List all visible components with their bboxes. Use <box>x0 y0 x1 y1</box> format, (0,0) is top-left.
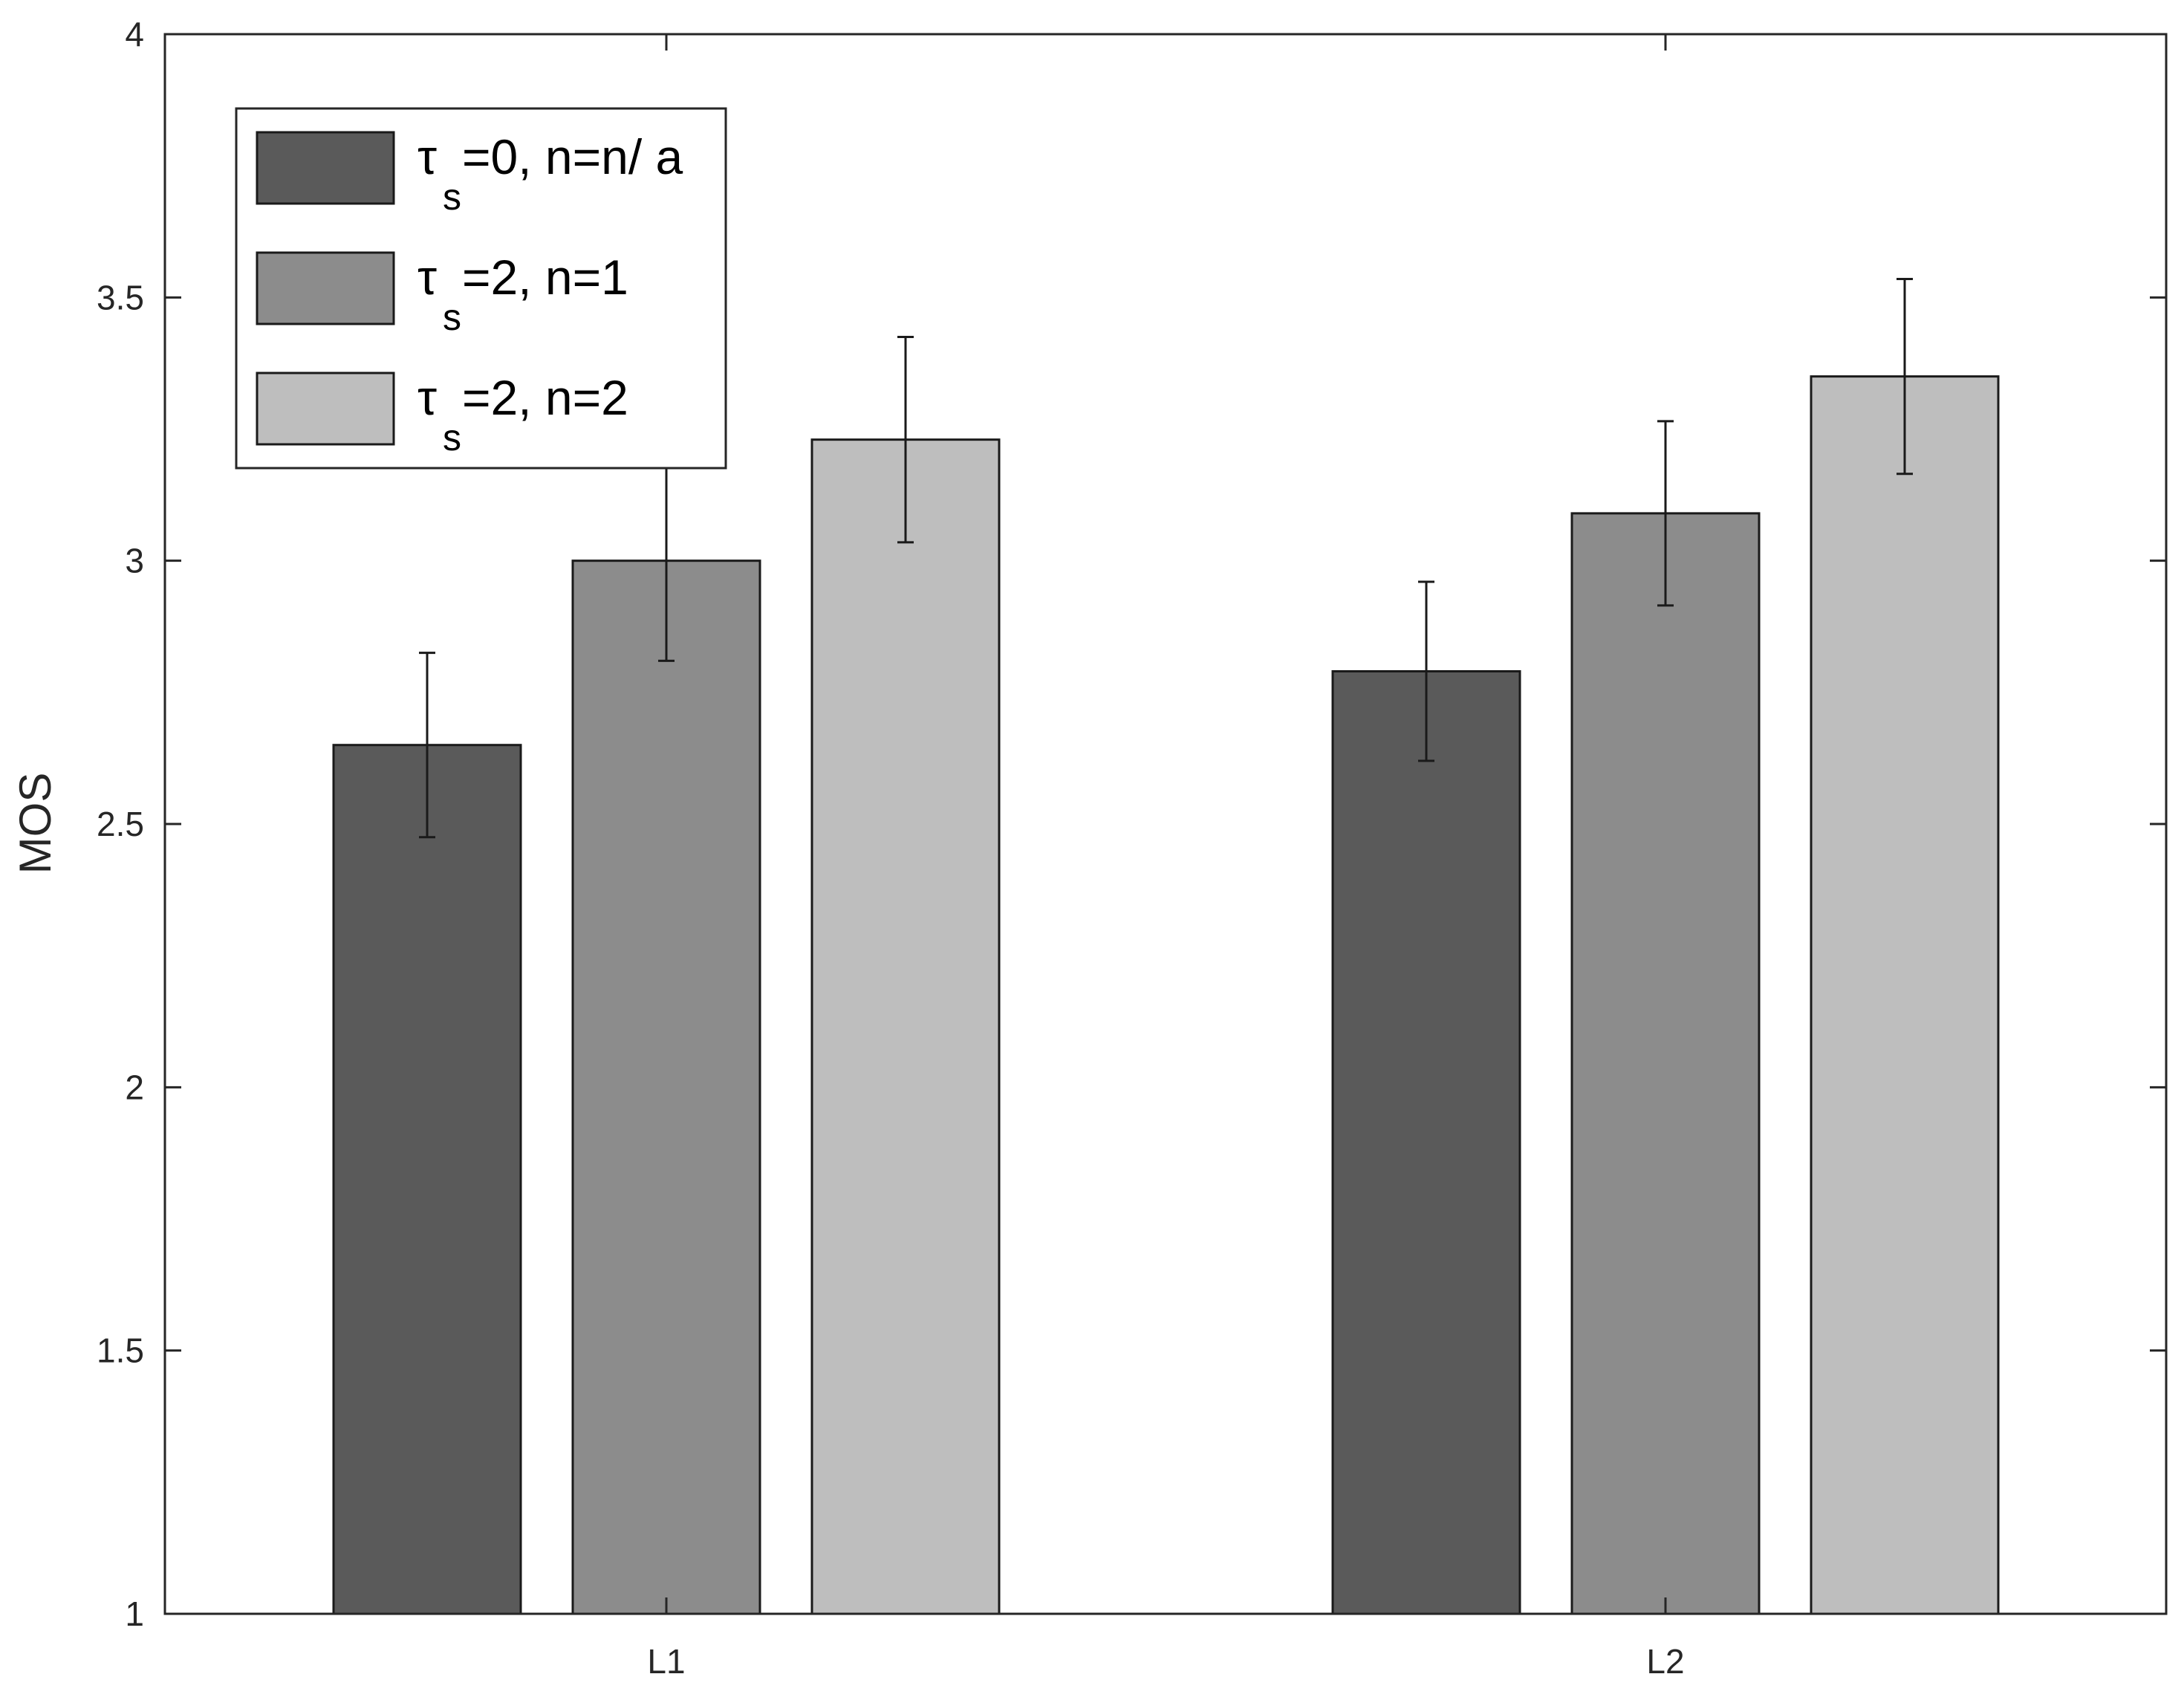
ticks-layer: 1 1.5 2 2.5 3 3.5 4 L1 L2 <box>97 15 2166 1681</box>
legend-subscript: s <box>443 417 461 458</box>
y-axis-title: MOS <box>10 773 60 875</box>
x-tick-label: L1 <box>647 1642 685 1681</box>
y-tick-label: 3 <box>125 542 144 580</box>
bar <box>1810 375 2000 1615</box>
bar <box>810 438 1001 1615</box>
y-tick-label: 3.5 <box>97 278 144 317</box>
bar <box>571 559 761 1615</box>
error-bar <box>1418 580 1434 762</box>
error-bar <box>1657 420 1674 607</box>
error-bar <box>897 335 914 544</box>
error-bar <box>419 652 435 839</box>
y-tick-label: 1 <box>125 1594 144 1633</box>
legend-subscript: s <box>443 296 461 338</box>
bar <box>1331 669 1521 1615</box>
legend: τs=0, n=n/ aτs=2, n=1τs=2, n=2 <box>235 107 727 470</box>
bar <box>1570 512 1761 1615</box>
legend-symbol: τ <box>417 129 437 184</box>
y-tick-label: 2 <box>125 1068 144 1106</box>
bars-layer <box>332 278 2000 1615</box>
x-tick-label: L2 <box>1646 1642 1684 1681</box>
legend-swatch <box>256 131 395 205</box>
legend-swatch <box>256 372 395 446</box>
legend-label: =2, n=2 <box>462 370 628 425</box>
legend-symbol: τ <box>417 370 437 425</box>
legend-swatch <box>256 251 395 325</box>
legend-subscript: s <box>443 176 461 218</box>
legend-label: =0, n=n/ a <box>462 129 683 184</box>
y-tick-label: 2.5 <box>97 805 144 843</box>
legend-label: =2, n=1 <box>462 250 628 305</box>
legend-symbol: τ <box>417 250 437 305</box>
y-tick-label: 1.5 <box>97 1331 144 1370</box>
y-tick-label: 4 <box>125 15 144 53</box>
bar <box>332 744 522 1615</box>
error-bar <box>1897 278 1913 476</box>
